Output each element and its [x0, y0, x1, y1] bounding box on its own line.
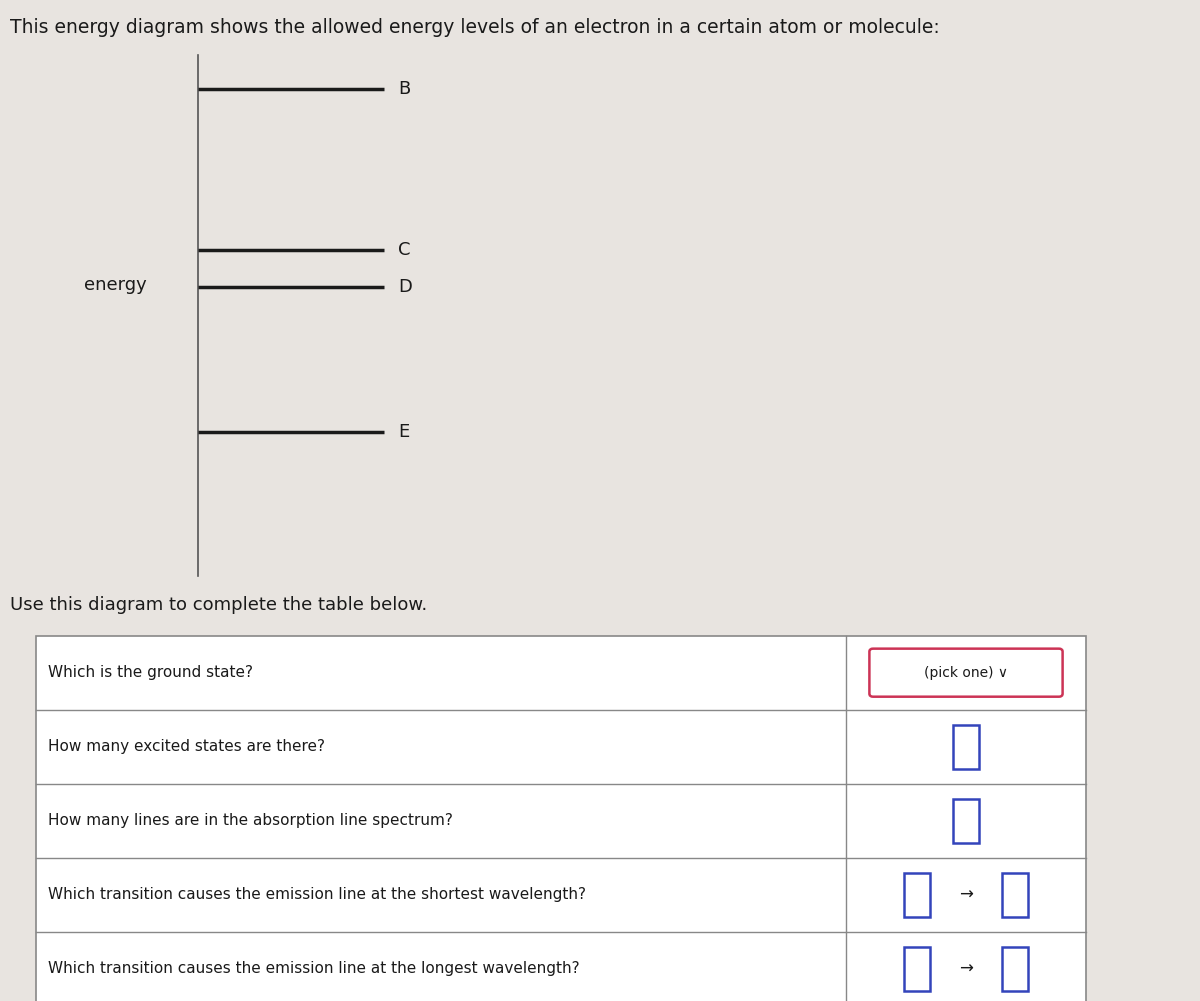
Text: E: E	[398, 423, 409, 441]
Text: →: →	[959, 886, 973, 904]
Bar	[1002, 873, 1028, 917]
FancyBboxPatch shape	[869, 649, 1063, 697]
Text: Which transition causes the emission line at the longest wavelength?: Which transition causes the emission lin…	[48, 962, 580, 976]
Bar	[953, 799, 979, 843]
Text: Use this diagram to complete the table below.: Use this diagram to complete the table b…	[10, 596, 427, 614]
Text: B: B	[398, 80, 410, 98]
Bar	[36, 636, 1086, 1001]
Text: →: →	[959, 960, 973, 978]
Text: This energy diagram shows the allowed energy levels of an electron in a certain : This energy diagram shows the allowed en…	[10, 18, 940, 37]
Bar	[1002, 947, 1028, 991]
Text: Which is the ground state?: Which is the ground state?	[48, 666, 253, 680]
Text: How many excited states are there?: How many excited states are there?	[48, 740, 325, 754]
Text: C: C	[398, 241, 410, 259]
Text: How many lines are in the absorption line spectrum?: How many lines are in the absorption lin…	[48, 814, 452, 828]
Bar	[904, 947, 930, 991]
Text: energy: energy	[84, 276, 146, 294]
Text: D: D	[398, 277, 413, 295]
Text: (pick one) ∨: (pick one) ∨	[924, 666, 1008, 680]
Text: Which transition causes the emission line at the shortest wavelength?: Which transition causes the emission lin…	[48, 888, 586, 902]
Bar	[953, 725, 979, 769]
Bar	[904, 873, 930, 917]
